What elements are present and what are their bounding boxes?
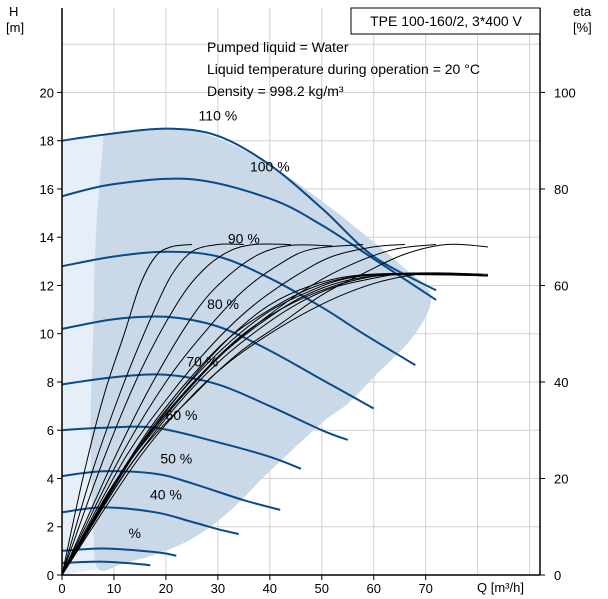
y-tick-label-left: 18 bbox=[40, 134, 54, 149]
x-tick-label: 0 bbox=[58, 581, 65, 596]
operating-area-fill bbox=[90, 128, 432, 571]
efficiency-curves bbox=[61, 243, 489, 576]
y-tick-label-left: 14 bbox=[40, 230, 54, 245]
head-curve bbox=[61, 560, 151, 567]
pump-model-label: TPE 100-160/2, 3*400 V bbox=[370, 13, 522, 29]
speed-label: 80 % bbox=[207, 296, 239, 312]
y-tick-label-left: 2 bbox=[47, 520, 54, 535]
speed-label: 100 % bbox=[250, 158, 290, 174]
head-curve bbox=[61, 373, 349, 441]
x-tick-label: 40 bbox=[263, 581, 277, 596]
efficiency-curve bbox=[61, 244, 192, 576]
x-axis-label: Q [m³/h] bbox=[477, 580, 524, 595]
info-line-liquid-temperature: Liquid temperature during operation = 20… bbox=[207, 61, 480, 77]
y-axis-right-label: eta bbox=[573, 4, 592, 19]
efficiency-curve bbox=[61, 243, 291, 576]
extended-operating-area bbox=[62, 135, 104, 576]
y-tick-label-left: 8 bbox=[47, 375, 54, 390]
speed-label: % bbox=[129, 525, 141, 541]
pump-model-box bbox=[350, 7, 541, 35]
info-line-pumped-liquid: Pumped liquid = Water bbox=[207, 39, 349, 55]
axes: 0 2 4 6 8 10 12 14 16 18 20 0 20 40 60 80 100 0 10 20 30 40 50… bbox=[40, 8, 576, 596]
efficiency-curve bbox=[61, 244, 405, 576]
y-tick-label-left: 20 bbox=[40, 85, 54, 100]
head-curve bbox=[61, 470, 281, 511]
chart-labels: 110 % 100 % 90 % 80 % 70 % 60 % 50 % 40 %% bbox=[129, 108, 290, 541]
x-tick-label: 10 bbox=[107, 581, 121, 596]
efficiency-curve bbox=[61, 274, 489, 576]
x-tick-label: 30 bbox=[211, 581, 225, 596]
efficiency-curve bbox=[61, 243, 244, 576]
efficiency-curve bbox=[61, 273, 489, 576]
speed-label: 110 % bbox=[199, 108, 238, 124]
efficiency-curve bbox=[61, 244, 364, 576]
y-tick-label-right: 100 bbox=[554, 85, 576, 100]
y-tick-label-right: 80 bbox=[554, 182, 568, 197]
x-tick-label: 50 bbox=[315, 581, 329, 596]
speed-label: 60 % bbox=[166, 407, 198, 423]
y-tick-label-left: 10 bbox=[40, 327, 54, 342]
head-curve bbox=[61, 177, 437, 301]
y-axis-right-unit: [%] bbox=[573, 20, 592, 35]
efficiency-curve bbox=[61, 272, 489, 576]
x-tick-label: 70 bbox=[418, 581, 432, 596]
x-tick-label: 20 bbox=[159, 581, 173, 596]
y-tick-label-left: 4 bbox=[47, 471, 54, 486]
y-tick-label-left: 0 bbox=[47, 568, 54, 583]
head-curve bbox=[61, 250, 416, 366]
efficiency-curve bbox=[61, 244, 333, 576]
y-axis-left-unit: [m] bbox=[6, 20, 24, 35]
x-tick-label: 60 bbox=[367, 581, 381, 596]
y-tick-label-left: 6 bbox=[47, 423, 54, 438]
head-curve bbox=[61, 547, 177, 557]
speed-label: 40 % bbox=[150, 486, 182, 502]
speed-label: 90 % bbox=[228, 231, 260, 247]
y-tick-label-right: 0 bbox=[554, 568, 561, 583]
y-tick-label-left: 12 bbox=[40, 278, 54, 293]
y-tick-label-right: 40 bbox=[554, 375, 568, 390]
y-axis-left-label: H bbox=[9, 4, 18, 19]
speed-label: 70 % bbox=[186, 354, 218, 370]
operating-area bbox=[62, 128, 432, 576]
head-curve bbox=[61, 425, 302, 470]
head-curve bbox=[61, 315, 375, 410]
y-tick-label-right: 60 bbox=[554, 278, 568, 293]
info-line-density: Density = 998.2 kg/m³ bbox=[207, 83, 344, 99]
y-tick-label-right: 20 bbox=[554, 471, 568, 486]
speed-label: 50 % bbox=[160, 450, 192, 466]
head-curves bbox=[61, 127, 437, 567]
y-tick-label-left: 16 bbox=[40, 182, 54, 197]
